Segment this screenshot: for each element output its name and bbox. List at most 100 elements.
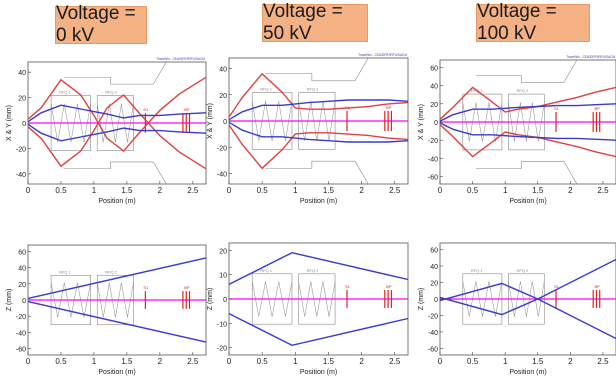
- x-axis-label: Position (m): [98, 198, 135, 205]
- plot-xy-100kv: RFQ 1 RFQ 2S1 BP0 0.5 1 1.5 2 2.5-60-40-2002040…: [418, 55, 616, 205]
- y-tick-label: -60: [428, 175, 438, 182]
- x-tick-label: 1: [503, 186, 508, 195]
- y-tick-label: 0: [223, 119, 227, 126]
- x-tick-label: 1.5: [121, 186, 133, 195]
- element-label: RFQ 1: [59, 269, 72, 274]
- aperture-top: [64, 61, 167, 85]
- y-tick-label: 60: [18, 249, 26, 256]
- x-tick-label: 0.5: [257, 357, 269, 366]
- voltage-label-0kv: Voltage = 0 kV: [55, 3, 147, 46]
- series-x: [27, 76, 207, 152]
- element-label: RFQ 2: [105, 90, 118, 95]
- x-tick-label: 1.5: [323, 186, 335, 195]
- x-tick-label: 1.5: [121, 357, 133, 366]
- x-tick-label: 0: [26, 186, 31, 195]
- x-tick-label: 2.5: [597, 186, 609, 195]
- marker-label: S1: [345, 284, 351, 289]
- x-tick-label: 0.5: [467, 357, 479, 366]
- marker-label: S1: [554, 284, 560, 289]
- y-tick-label: 40: [430, 264, 438, 271]
- plot-z-100kv: RFQ 1 RFQ 2 S1 BP 0 0.5 1 1.5 2 2.5 -60 -40 -20 0 20 40…: [418, 242, 616, 376]
- x-tick-label: 0: [227, 357, 232, 366]
- plot-z-50kv: RFQ 1 RFQ 2 S1 BP 0 0.5 1 1.5 2 2.5 -20 -10 0 10 20 Pos…: [207, 242, 409, 376]
- y-tick-label: 40: [18, 70, 26, 77]
- y-tick-label: 60: [430, 248, 438, 255]
- y-tick-label: -20: [16, 314, 26, 321]
- marker-label: BP: [386, 284, 392, 289]
- x-tick-label: 2.5: [389, 357, 401, 366]
- x-axis-label: Position (m): [98, 369, 135, 376]
- y-tick-label: 20: [430, 102, 438, 109]
- y-tick-label: 10: [219, 273, 227, 280]
- marker-label: S1: [554, 106, 560, 111]
- x-axis-label: Position (m): [509, 198, 546, 205]
- x-tick-label: 0.5: [467, 186, 479, 195]
- x-tick-label: 2: [158, 357, 163, 366]
- aperture-top: [475, 59, 578, 83]
- y-tick-label: 20: [18, 96, 26, 103]
- x-tick-label: 1: [293, 357, 298, 366]
- x-tick-label: 2.5: [389, 186, 401, 195]
- y-axis-label: Z (mm): [6, 289, 13, 312]
- element-label: RFQ 2: [307, 268, 320, 273]
- x-tick-label: 1: [503, 357, 508, 366]
- y-tick-label: -40: [16, 330, 26, 337]
- y-tick-label: -40: [428, 330, 438, 337]
- plot-z-0kv: RFQ 1 RFQ 2 S1 BP 0 0.5 1 1.5 2 2.5 -60 -40 -20 0 20 40…: [6, 244, 207, 376]
- x-tick-label: 2.5: [187, 357, 199, 366]
- series-y-mirror: [27, 123, 207, 142]
- series-y: [439, 103, 616, 122]
- y-tick-label: -10: [217, 321, 227, 328]
- element-label: RFQ 1: [260, 87, 273, 92]
- element-label: RFQ 2: [105, 269, 118, 274]
- marker-label: S1: [143, 285, 149, 290]
- marker-label: S1: [143, 107, 149, 112]
- series-x: [439, 86, 616, 120]
- series-x: [228, 72, 409, 118]
- element-pattern: [251, 281, 293, 317]
- x-tick-label: 0.5: [55, 357, 67, 366]
- y-tick-label: 0: [22, 121, 26, 128]
- y-tick-label: 20: [219, 248, 227, 255]
- y-tick-label: 0: [434, 297, 438, 304]
- x-tick-label: 0.5: [257, 186, 269, 195]
- y-tick-label: -20: [16, 146, 26, 153]
- y-tick-label: -40: [428, 156, 438, 163]
- x-tick-label: 1.5: [532, 186, 544, 195]
- x-tick-label: 0: [438, 186, 443, 195]
- y-tick-label: 40: [219, 67, 227, 74]
- element-pattern: [50, 103, 91, 143]
- aperture-bottom: [64, 161, 167, 185]
- series-x-mirror: [228, 124, 409, 170]
- series-y-mirror: [439, 122, 616, 141]
- y-tick-label: 0: [22, 298, 26, 305]
- y-tick-label: 40: [18, 266, 26, 273]
- element-pattern: [462, 102, 503, 142]
- element-label: RFQ 1: [59, 90, 72, 95]
- element-label: RFQ 2: [516, 268, 529, 273]
- x-tick-label: 2: [158, 186, 163, 195]
- y-tick-label: -60: [16, 347, 26, 354]
- y-tick-label: -20: [428, 138, 438, 145]
- element-pattern: [251, 101, 293, 141]
- aperture-bottom: [475, 161, 578, 185]
- element-pattern: [508, 102, 545, 142]
- plot-xy-50kv: RFQ 1 RFQ 2S1 BP0 0.5 1 1.5 2 2.5-40-2002040Pos…: [207, 53, 409, 205]
- voltage-label-50kv: Voltage = 50 kV: [262, 1, 368, 44]
- x-tick-label: 2: [568, 357, 573, 366]
- element-pattern: [508, 281, 545, 317]
- series-z-lower: [439, 258, 616, 316]
- y-tick-label: -40: [16, 172, 26, 179]
- element-pattern: [96, 282, 134, 318]
- series-x-mirror: [439, 124, 616, 158]
- marker-label: BP: [386, 105, 392, 110]
- y-tick-label: 20: [219, 93, 227, 100]
- y-tick-label: 20: [430, 281, 438, 288]
- element-pattern: [462, 281, 503, 317]
- x-tick-label: 2.5: [187, 186, 199, 195]
- x-tick-label: 2: [359, 186, 364, 195]
- y-tick-label: -40: [217, 172, 227, 179]
- corner-tag: TraceWin - CEA/DRF/IRFU/SACM: [358, 53, 407, 57]
- corner-tag: TraceWin - CEA/DRF/IRFU/SACM: [566, 55, 615, 59]
